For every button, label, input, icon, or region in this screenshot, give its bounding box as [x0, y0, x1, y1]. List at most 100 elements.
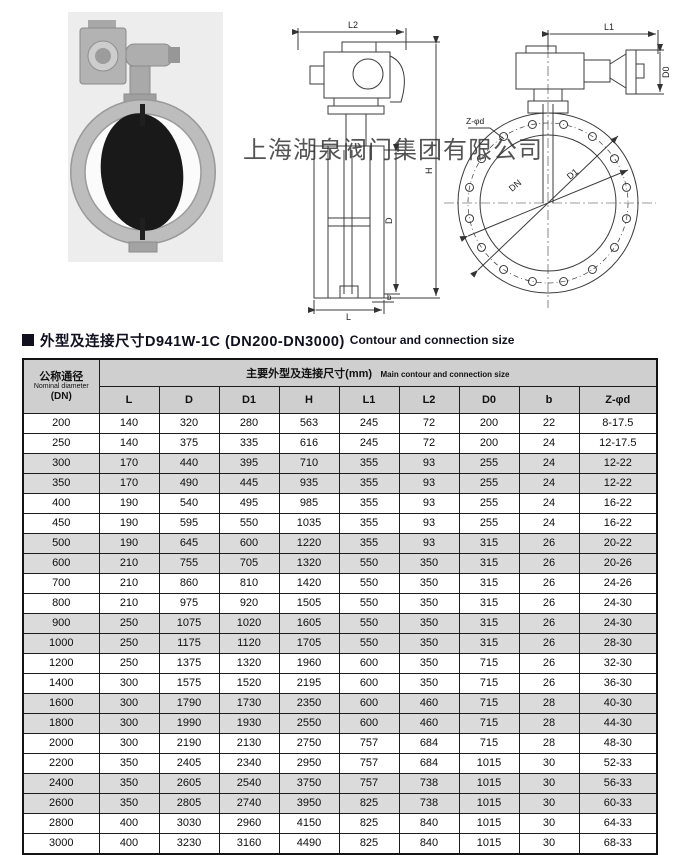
table-row: 2200 350 2405 2340 2950 757 684 1015 30 52-33: [22, 753, 658, 774]
table-cell: 255: [458, 513, 520, 534]
table-cell: 350: [98, 753, 160, 774]
valve-disc: [100, 104, 184, 240]
table-cell: 24-26: [578, 573, 658, 594]
table-cell: 28: [518, 733, 580, 754]
table-cell: 320: [158, 413, 220, 434]
table-cell: 28: [518, 693, 580, 714]
butterfly-valve-photo: [68, 12, 223, 262]
table-cell: 1220: [278, 533, 340, 554]
table-body: 200 140 320 280 563 245 72 200 22 8-17.5 250 140 375…: [22, 413, 658, 855]
table-row: 600 210 755 705 1320 550 350 315 26 20-26: [22, 553, 658, 574]
table-cell: 400: [22, 493, 100, 514]
table-cell: 2750: [278, 733, 340, 754]
table-cell: 595: [158, 513, 220, 534]
table-cell: 93: [398, 493, 460, 514]
header-row-group: 公称通径 Nominal diameter (DN) 主要外型及连接尺寸(mm)…: [22, 358, 658, 414]
table-cell: 1020: [218, 613, 280, 634]
table-cell: 52-33: [578, 753, 658, 774]
table-cell: 1960: [278, 653, 340, 674]
table-cell: 280: [218, 413, 280, 434]
table-cell: 550: [338, 633, 400, 654]
table-cell: 710: [278, 453, 340, 474]
table-cell: 1705: [278, 633, 340, 654]
table-cell: 2190: [158, 733, 220, 754]
table-cell: 935: [278, 473, 340, 494]
dim-label-Zd: Z-φd: [466, 116, 485, 126]
table-cell: 1575: [158, 673, 220, 694]
table-cell: 30: [518, 793, 580, 814]
table-cell: 1930: [218, 713, 280, 734]
table-cell: 3030: [158, 813, 220, 834]
table-cell: 16-22: [578, 493, 658, 514]
table-cell: 8-17.5: [578, 413, 658, 434]
table-cell: 985: [278, 493, 340, 514]
table-cell: 2400: [22, 773, 100, 794]
table-cell: 757: [338, 733, 400, 754]
table-cell: 550: [218, 513, 280, 534]
table-cell: 715: [458, 733, 520, 754]
actuator-photo: [79, 20, 180, 103]
table-row: 1200 250 1375 1320 1960 600 350 715 26 32-30: [22, 653, 658, 674]
table-cell: 800: [22, 593, 100, 614]
table-cell: 395: [218, 453, 280, 474]
table-cell: 350: [98, 793, 160, 814]
table-cell: 300: [98, 713, 160, 734]
dim-label-L1: L1: [604, 22, 614, 32]
table-cell: 2800: [22, 813, 100, 834]
table-cell: 350: [398, 633, 460, 654]
table-cell: 355: [338, 493, 400, 514]
table-cell: 920: [218, 593, 280, 614]
table-cell: 30: [518, 813, 580, 834]
table-cell: 495: [218, 493, 280, 514]
table-cell: 140: [98, 433, 160, 454]
table-cell: 2340: [218, 753, 280, 774]
table-cell: 12-22: [578, 473, 658, 494]
section-title-zh: 外型及连接尺寸D941W-1C (DN200-DN3000): [40, 333, 345, 350]
table-cell: 1990: [158, 713, 220, 734]
table-cell: 315: [458, 553, 520, 574]
col-header-D1: D1: [218, 386, 280, 414]
table-cell: 490: [158, 473, 220, 494]
table-cell: 600: [218, 533, 280, 554]
table-cell: 1200: [22, 653, 100, 674]
col-header-b: b: [518, 386, 580, 414]
table-cell: 1790: [158, 693, 220, 714]
table-cell: 350: [398, 573, 460, 594]
table-cell: 200: [458, 433, 520, 454]
table-cell: 1420: [278, 573, 340, 594]
table-cell: 350: [398, 553, 460, 574]
table-cell: 210: [98, 573, 160, 594]
table-cell: 200: [22, 413, 100, 434]
table-cell: 715: [458, 693, 520, 714]
table-cell: 700: [22, 573, 100, 594]
table-row: 1600 300 1790 1730 2350 600 460 715 28 40-30: [22, 693, 658, 714]
table-cell: 825: [338, 793, 400, 814]
col-header-H: H: [278, 386, 340, 414]
table-cell: 2740: [218, 793, 280, 814]
table-cell: 550: [338, 613, 400, 634]
table-cell: 840: [398, 813, 460, 834]
table-cell: 1320: [278, 553, 340, 574]
table-cell: 715: [458, 653, 520, 674]
table-cell: 355: [338, 533, 400, 554]
table-cell: 16-22: [578, 513, 658, 534]
table-cell: 300: [98, 693, 160, 714]
table-row: 400 190 540 495 985 355 93 255 24 16-22: [22, 493, 658, 514]
col-header-Zd: Z-φd: [578, 386, 658, 414]
dim-label-L2: L2: [348, 20, 358, 30]
header-group-cell: 主要外型及连接尺寸(mm) Main contour and connectio…: [98, 358, 658, 387]
front-drawing-lines: [444, 30, 664, 308]
table-cell: 335: [218, 433, 280, 454]
section-title-en: Contour and connection size: [349, 333, 515, 347]
bottom-boss: [128, 241, 158, 253]
table-cell: 24: [518, 493, 580, 514]
table-cell: 190: [98, 533, 160, 554]
table-cell: 26: [518, 573, 580, 594]
table-cell: 350: [98, 773, 160, 794]
table-cell: 550: [338, 593, 400, 614]
table-cell: 315: [458, 533, 520, 554]
col-header-L1: L1: [338, 386, 400, 414]
table-cell: 600: [22, 553, 100, 574]
table-cell: 355: [338, 513, 400, 534]
table-cell: 300: [98, 733, 160, 754]
